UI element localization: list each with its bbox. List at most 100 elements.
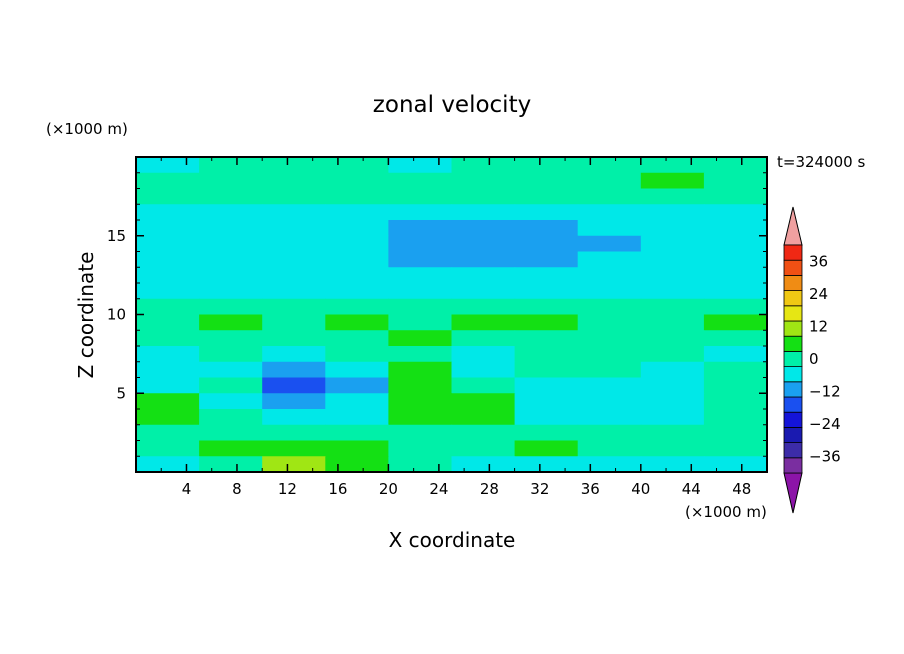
heatmap-cell [136,456,200,473]
heatmap-cell [199,188,263,205]
heatmap-cell [577,330,642,347]
heatmap-cell [703,267,768,284]
x-tick-label: 28 [480,480,499,498]
heatmap-cell [199,314,263,331]
heatmap-cell [451,346,516,363]
x-tick-label: 32 [530,480,549,498]
x-tick-label: 4 [182,480,192,498]
heatmap-cell [451,188,516,205]
heatmap-cell [514,361,579,379]
heatmap-cell [577,298,642,316]
heatmap-cell [199,456,263,473]
heatmap-cell [514,188,579,205]
colorbar-swatch [783,305,803,322]
heatmap-cell [388,346,453,363]
heatmap-cell [199,251,263,268]
colorbar-swatch [783,396,803,413]
heatmap-cell [262,409,326,426]
heatmap-cell [262,377,326,394]
time-label: t=324000 s [777,153,865,171]
heatmap-cell [640,172,705,190]
x-axis-ticks: 4 8 12 16 20 24 28 32 36 40 44 48 [160,157,751,498]
colorbar-swatch [783,381,803,398]
heatmap-cell [451,409,516,426]
colorbar-extend-high [783,206,803,246]
heatmap-cell [262,172,326,190]
heatmap-cell [388,361,453,379]
heatmap-cell [388,298,453,316]
heatmap-cell [388,251,453,268]
heatmap-cell [703,377,768,394]
heatmap-cell [451,330,516,347]
heatmap-cell [451,172,516,190]
heatmap-cell [577,440,642,457]
heatmap-cell [451,314,516,331]
heatmap-cell [199,220,263,237]
heatmap-cell [136,172,200,190]
heatmap-cell [262,330,326,347]
heatmap-cell [451,377,516,394]
heatmap-cell [640,330,705,347]
heatmap-cell [514,251,579,268]
colorbar-swatch [783,366,803,383]
heatmap-cell [388,377,453,394]
heatmap-cell [325,220,389,237]
colorbar-label: −12 [809,383,841,401]
colorbar-swatch [783,290,803,307]
heatmap-cell [199,330,263,347]
heatmap-cell [640,377,705,394]
heatmap-cell [325,188,389,205]
colorbar-label: 0 [809,350,819,368]
heatmap-cell [577,409,642,426]
heatmap-cell [514,298,579,316]
heatmap-cell [136,346,200,363]
heatmap-cell [388,188,453,205]
heatmap-cell [136,267,200,284]
colorbar-swatch [783,350,803,367]
heatmap-cell [388,283,453,300]
heatmap-cell [136,220,200,237]
heatmap-cell [199,283,263,300]
heatmap-cell [703,298,768,316]
heatmap-cell [262,314,326,331]
heatmap-cell [388,235,453,253]
heatmap-cell [136,157,200,174]
heatmap-cell [388,393,453,410]
heatmap-cell [514,409,579,426]
heatmap-cell [388,440,453,457]
heatmap-cell [199,235,263,253]
heatmap-cell [514,440,579,457]
heatmap-cell [577,377,642,394]
colorbar-swatch [783,442,803,459]
heatmap-cell [640,220,705,237]
colorbar-extend-low [783,472,803,514]
heatmap-cell [703,456,768,473]
heatmap-cell [136,188,200,205]
heatmap-cell [199,377,263,394]
heatmap-cell [199,424,263,442]
heatmap-cell [703,409,768,426]
heatmap-cell [640,456,705,473]
heatmap-cell [325,235,389,253]
heatmap-cell [136,440,200,457]
heatmap-cell [451,235,516,253]
heatmap-cell [325,157,389,174]
heatmap-cell [325,267,389,284]
heatmap-cell [703,188,768,205]
colorbar-swatch [783,426,803,443]
heatmap-cell [703,440,768,457]
heatmap-cell [640,283,705,300]
heatmap-cell [451,283,516,300]
heatmap-cell [703,314,768,331]
heatmap-cell [703,251,768,268]
heatmap-cell [262,346,326,363]
heatmap-cell [577,314,642,331]
heatmap-cell [514,377,579,394]
colorbar-label: 12 [809,317,828,335]
heatmap-cell [388,424,453,442]
heatmap-cells [136,157,768,473]
heatmap-cell [577,235,642,253]
heatmap-cell [577,393,642,410]
heatmap-cell [136,393,200,410]
